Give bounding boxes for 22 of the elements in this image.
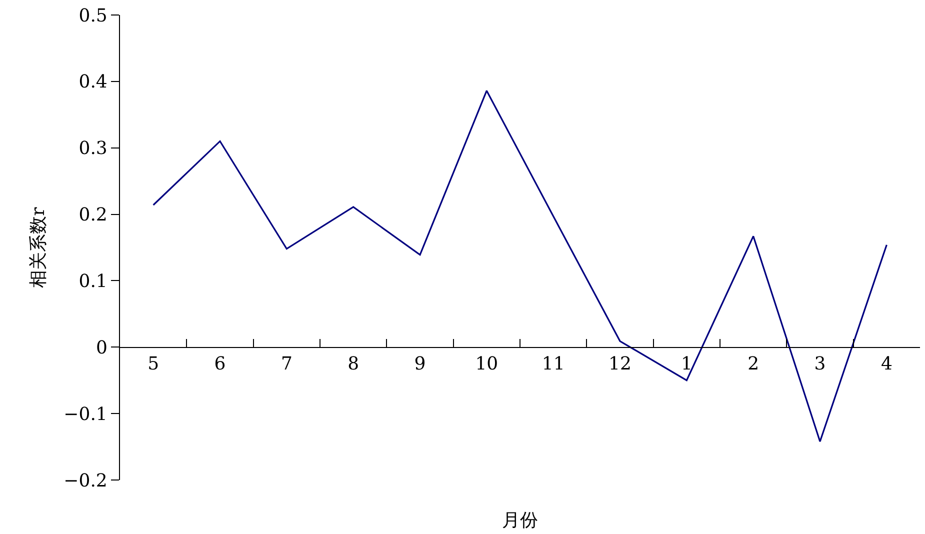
x-tick-label: 5 [148,354,160,375]
x-tick-label: 10 [475,354,498,375]
x-tick-label: 4 [880,354,892,375]
x-tick-label: 6 [214,354,226,375]
y-tick-label: 0.3 [78,138,108,160]
y-axis-title: 相关系数r [28,206,49,288]
x-tick-label: 7 [280,354,292,375]
x-tick-label: 12 [608,354,632,375]
x-tick-label: 2 [748,354,760,375]
x-tick-label: 1 [680,354,692,375]
y-tick-label: 0.4 [78,72,108,93]
y-tick-label: −0.1 [64,404,108,425]
x-tick-label: 11 [542,354,565,375]
y-tick-label: 0.5 [78,5,108,26]
x-tick-label: 3 [814,354,826,375]
x-tick-label: 9 [414,354,426,375]
y-tick-label: −0.2 [64,470,108,492]
x-tick-label: 8 [348,354,360,375]
y-tick-label: 0 [96,337,108,358]
y-tick-label: 0.2 [78,204,108,226]
x-axis-title: 月份 [502,510,538,531]
y-tick-label: 0.1 [78,271,108,292]
